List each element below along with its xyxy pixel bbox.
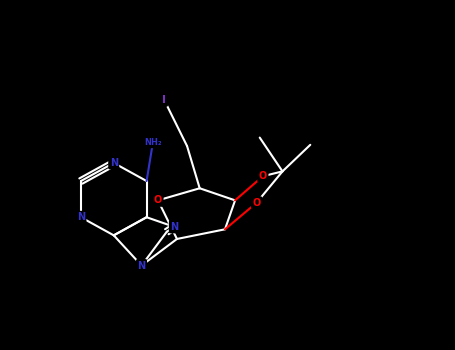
- Text: N: N: [137, 260, 146, 271]
- Text: O: O: [259, 171, 267, 181]
- Text: N: N: [77, 212, 85, 222]
- Text: NH₂: NH₂: [144, 138, 162, 147]
- Text: O: O: [253, 198, 261, 208]
- Text: N: N: [170, 222, 178, 232]
- Text: O: O: [154, 195, 162, 205]
- Text: I: I: [162, 95, 167, 105]
- Text: N: N: [110, 158, 118, 168]
